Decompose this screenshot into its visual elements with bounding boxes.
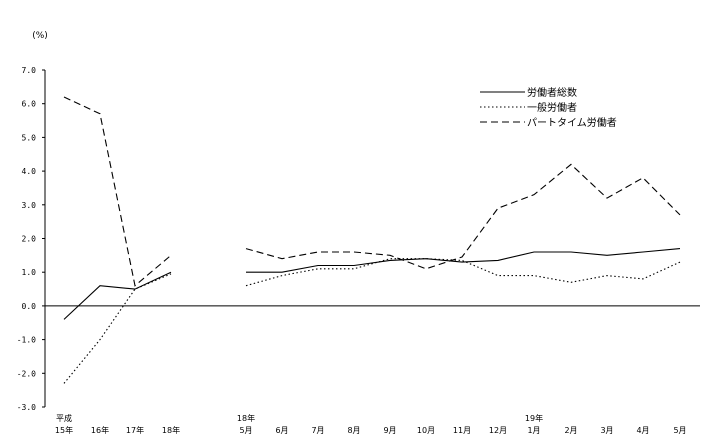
x-year-label: 19年: [525, 413, 543, 423]
legend-label: 一般労働者: [527, 101, 577, 114]
series-line-1-monthly: [246, 248, 681, 273]
series-line-2-annual: [63, 273, 172, 384]
x-tick-label: 3月: [600, 426, 613, 435]
y-tick-label: -2.0: [17, 369, 36, 378]
series-lines: [63, 96, 681, 384]
x-tick-label: 4月: [636, 426, 649, 435]
y-tick-label: 6.0: [22, 100, 37, 109]
series-line-1-annual: [63, 271, 172, 320]
y-tick-label: 2.0: [22, 235, 37, 244]
x-tick-label: 12月: [489, 426, 507, 435]
legend-label: パートタイム労働者: [527, 116, 617, 129]
x-tick-label: 5月: [239, 426, 252, 435]
x-year-label: 18年: [237, 413, 255, 423]
x-tick-label: 10月: [417, 426, 435, 435]
y-tick-label: -1.0: [17, 336, 36, 345]
x-tick-label: 15年: [55, 425, 73, 435]
y-tick-label: 4.0: [22, 167, 37, 176]
x-tick-label: 11月: [453, 426, 471, 435]
y-axis-unit-label: (%): [32, 31, 48, 41]
y-tick-label: 7.0: [22, 66, 37, 75]
y-tick-label: 5.0: [22, 133, 37, 142]
x-year-label: 平成: [56, 413, 72, 423]
x-tick-labels: 平成 15年 16年 17年 18年 18年 5月 6月 7月 8月 9月 10月 11月 12月 19年 1…: [55, 413, 687, 435]
x-tick-label: 16年: [91, 425, 109, 435]
x-tick-label: 5月: [673, 426, 686, 435]
y-tick-label: 0.0: [22, 302, 37, 311]
series-line-3-annual: [63, 96, 172, 287]
y-tick-label: 3.0: [22, 201, 37, 210]
x-tick-label: 9月: [383, 426, 396, 435]
y-tick-label: -3.0: [17, 403, 36, 412]
y-tick-label: 1.0: [22, 268, 37, 277]
series-line-2-monthly: [245, 258, 681, 287]
x-tick-label: 1月: [527, 426, 540, 435]
x-tick-label: 2月: [564, 426, 577, 435]
x-tick-label: 18年: [162, 425, 180, 435]
x-tick-label: 7月: [311, 426, 324, 435]
x-tick-label: 17年: [126, 425, 144, 435]
axes: [42, 69, 700, 408]
series-line-3-monthly: [245, 163, 681, 270]
x-tick-label: 6月: [275, 426, 288, 435]
x-tick-label: 8月: [347, 426, 360, 435]
y-tick-labels: 7.0 6.0 5.0 4.0 3.0 2.0 1.0 0.0 -1.0 -2.0 -3.0: [17, 66, 36, 412]
legend-label: 労働者総数: [527, 86, 577, 99]
